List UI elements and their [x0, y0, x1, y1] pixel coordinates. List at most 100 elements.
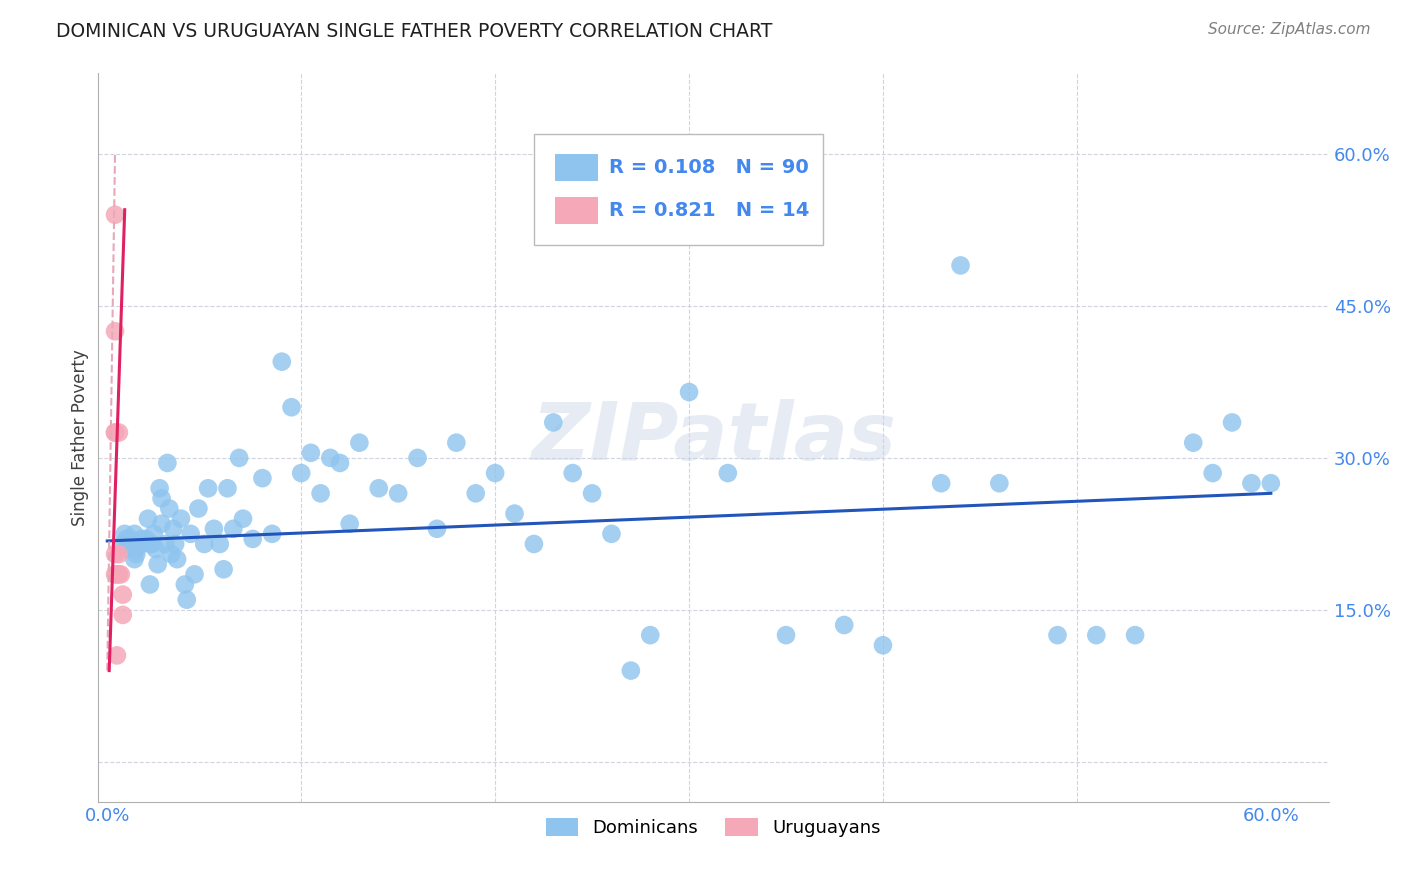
Point — [142, 526, 165, 541]
Point — [406, 450, 429, 465]
Point — [108, 425, 131, 440]
Text: ZIPatlas: ZIPatlas — [531, 399, 896, 476]
Point — [1260, 476, 1282, 491]
Point — [165, 537, 187, 551]
Point — [638, 628, 661, 642]
Point — [197, 481, 219, 495]
Point — [131, 532, 153, 546]
Point — [145, 542, 167, 557]
Point — [988, 476, 1011, 491]
Point — [503, 507, 526, 521]
Point — [484, 466, 506, 480]
Point — [121, 537, 143, 551]
Point — [104, 425, 127, 440]
Point — [319, 450, 342, 465]
Point — [149, 481, 172, 495]
Point — [872, 638, 894, 652]
Point — [125, 547, 148, 561]
Point — [115, 532, 138, 546]
Point — [299, 446, 322, 460]
Point — [367, 481, 389, 495]
Point — [262, 526, 284, 541]
Point — [678, 385, 700, 400]
Point — [180, 526, 202, 541]
Point — [228, 450, 250, 465]
Point — [176, 592, 198, 607]
Point — [139, 577, 162, 591]
Point — [114, 526, 136, 541]
Point — [104, 324, 127, 338]
Point — [162, 522, 184, 536]
Point — [561, 466, 583, 480]
Point — [543, 416, 565, 430]
Point — [339, 516, 361, 531]
Point — [187, 501, 209, 516]
Point — [115, 542, 138, 557]
Point — [156, 456, 179, 470]
Point — [280, 401, 302, 415]
Point — [141, 537, 163, 551]
Point — [949, 259, 972, 273]
Point — [120, 537, 142, 551]
Point — [136, 511, 159, 525]
Point — [139, 537, 162, 551]
Point — [270, 354, 292, 368]
Point — [105, 567, 128, 582]
Point — [104, 425, 127, 440]
Point — [146, 558, 169, 572]
Point — [620, 664, 643, 678]
Point — [1182, 435, 1205, 450]
Point — [157, 501, 180, 516]
Point — [150, 516, 173, 531]
Point — [387, 486, 409, 500]
Point — [160, 547, 183, 561]
Point — [127, 537, 149, 551]
Point — [111, 537, 134, 551]
Point — [242, 532, 264, 546]
Point — [426, 522, 449, 536]
Point — [929, 476, 952, 491]
Point — [111, 607, 134, 622]
Point — [104, 208, 127, 222]
Point — [217, 481, 239, 495]
Point — [135, 532, 157, 546]
Point — [129, 537, 152, 551]
Point — [329, 456, 352, 470]
Point — [1123, 628, 1146, 642]
Point — [155, 537, 177, 551]
Point — [290, 466, 312, 480]
Point — [717, 466, 740, 480]
Point — [1201, 466, 1223, 480]
Text: R = 0.108   N = 90: R = 0.108 N = 90 — [609, 158, 808, 178]
Point — [349, 435, 371, 450]
Point — [183, 567, 205, 582]
Point — [125, 542, 148, 557]
Text: Source: ZipAtlas.com: Source: ZipAtlas.com — [1208, 22, 1371, 37]
Point — [108, 567, 131, 582]
Point — [104, 567, 127, 582]
Point — [775, 628, 797, 642]
Point — [1046, 628, 1069, 642]
Point — [108, 547, 131, 561]
Point — [523, 537, 546, 551]
Point — [600, 526, 623, 541]
Point — [464, 486, 486, 500]
Point — [104, 547, 127, 561]
Point — [212, 562, 235, 576]
Point — [110, 567, 132, 582]
Point — [1240, 476, 1263, 491]
Point — [832, 618, 855, 632]
Legend: Dominicans, Uruguayans: Dominicans, Uruguayans — [538, 811, 889, 845]
Point — [202, 522, 225, 536]
Point — [120, 532, 142, 546]
Point — [170, 511, 193, 525]
Point — [208, 537, 231, 551]
Point — [166, 552, 188, 566]
Point — [1220, 416, 1243, 430]
Point — [1085, 628, 1108, 642]
Point — [124, 552, 146, 566]
Point — [124, 526, 146, 541]
Point — [581, 486, 603, 500]
Text: DOMINICAN VS URUGUAYAN SINGLE FATHER POVERTY CORRELATION CHART: DOMINICAN VS URUGUAYAN SINGLE FATHER POV… — [56, 22, 773, 41]
Point — [150, 491, 173, 506]
